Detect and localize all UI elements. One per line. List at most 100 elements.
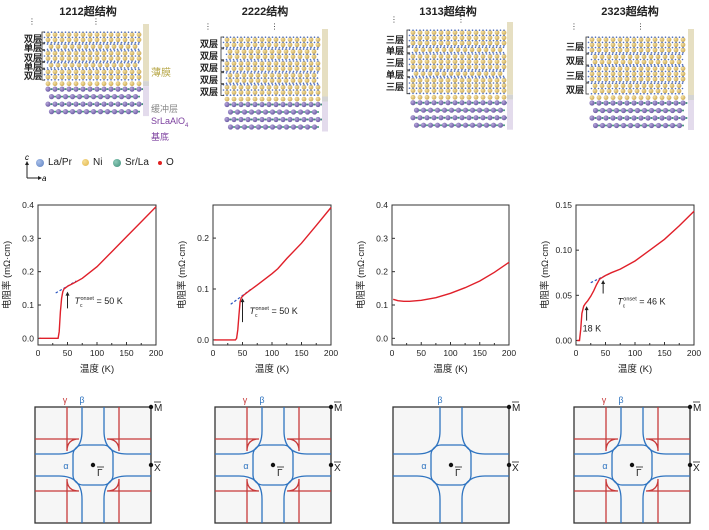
layer-bracket xyxy=(220,84,224,96)
x-point-label: X xyxy=(334,463,341,474)
arrow-head-icon xyxy=(240,298,245,303)
x-point-icon xyxy=(687,462,693,468)
x-tick-label: 150 xyxy=(657,348,671,358)
gamma-band xyxy=(35,478,80,523)
layer-bracket xyxy=(406,77,410,95)
gamma-band xyxy=(574,407,619,452)
fermi-surface-1313: β α M X Γ xyxy=(392,395,520,524)
x-tick-label: 50 xyxy=(63,348,73,358)
beta-label: β xyxy=(437,395,442,405)
layer-label: 单层 xyxy=(24,61,43,72)
layer-bracket xyxy=(220,72,224,84)
m-point-icon xyxy=(328,404,334,410)
ellipsis-icon: ⋮ xyxy=(204,22,212,31)
gamma-band xyxy=(215,407,260,452)
layer-label: 三层 xyxy=(566,41,585,52)
resistivity-curve xyxy=(577,210,695,342)
layer-bracket xyxy=(41,68,45,81)
tc-onset-label: Tconset = 50 K xyxy=(75,296,123,309)
m-point-icon xyxy=(506,404,512,410)
x-tick-label: 100 xyxy=(90,348,104,358)
y-tick-label: 0.2 xyxy=(376,267,388,277)
plot-frame xyxy=(37,204,157,346)
ni-atom-icon xyxy=(82,159,89,166)
layer-label: 单层 xyxy=(24,43,43,54)
film-bar xyxy=(507,22,513,95)
x-point-icon xyxy=(328,462,334,468)
y-tick-label: 0.4 xyxy=(22,200,34,210)
gamma-band xyxy=(286,407,331,452)
x-tick-label: 100 xyxy=(628,348,642,358)
layer-bracket xyxy=(41,43,45,50)
resistivity-charts: 0 50 100 150 200 0.0 0.1 0.2 0.3 0.4 温度 (K) 电阻率 (mΩ… xyxy=(1,200,701,375)
layer-label: 双层 xyxy=(200,86,219,97)
x-tick-label: 100 xyxy=(265,348,279,358)
m-point-icon xyxy=(148,404,154,410)
substrate-bar xyxy=(322,101,328,132)
gamma-point-label: Γ xyxy=(636,468,642,479)
gamma-point-icon xyxy=(270,462,276,468)
x-tick-label: 200 xyxy=(502,348,516,358)
structure-1313超结构: ⋮ ⋮ xyxy=(390,15,513,130)
buffer-bar xyxy=(688,95,694,100)
layer-label: 双层 xyxy=(24,71,43,82)
layer-label: 双层 xyxy=(24,52,43,63)
layer-label: 双层 xyxy=(200,50,219,61)
legend-item-lapr: La/Pr xyxy=(36,157,72,168)
buffer-bar xyxy=(322,96,328,102)
srla-atom-icon xyxy=(113,158,121,167)
structure-2222结构: ⋮ ⋮ xyxy=(204,22,328,132)
layer-bracket xyxy=(585,65,589,83)
x-point-icon xyxy=(506,462,512,468)
x-tick-label: 50 xyxy=(601,348,611,358)
gamma-point-label: Γ xyxy=(97,468,103,479)
legend-item-ni: Ni xyxy=(82,157,102,168)
gamma-band xyxy=(574,478,619,523)
axis-c-label: c xyxy=(25,153,29,162)
x-tick-label: 100 xyxy=(443,348,457,358)
layer-label: 双层 xyxy=(200,62,219,73)
x-tick-label: 0 xyxy=(211,348,216,358)
x-tick-label: 50 xyxy=(238,348,248,358)
annotation-label: 18 K xyxy=(583,324,602,334)
x-tick-label: 50 xyxy=(417,348,427,358)
structure-title-1212: 1212超结构 xyxy=(59,6,117,18)
fermi-surface-diagrams: γ β α M X Γγ β α M X Γβ α M X Γγ β α M X Γ xyxy=(34,395,701,524)
y-tick-label: 0.3 xyxy=(22,233,34,243)
chart-1212: 0 50 100 150 200 0.0 0.1 0.2 0.3 0.4 温度 (K) 电阻率 (mΩ… xyxy=(1,200,163,375)
m-point-label: M xyxy=(154,403,162,414)
x-tick-label: 0 xyxy=(390,348,395,358)
m-point-label: M xyxy=(512,403,520,414)
layer-bracket xyxy=(585,36,589,54)
y-tick-label: 0.0 xyxy=(22,333,34,343)
x-tick-label: 200 xyxy=(149,348,163,358)
structure-title-1313: 1313超结构 xyxy=(419,6,477,18)
y-axis-label: 电阻率 (mΩ·cm) xyxy=(176,241,188,309)
ellipsis-icon: ⋮ xyxy=(637,22,645,31)
gamma-point-label: Γ xyxy=(455,468,461,479)
lapr-atom-icon xyxy=(36,158,44,167)
layer-label: 双层 xyxy=(200,38,219,49)
alpha-band xyxy=(72,444,114,486)
x-tick-label: 150 xyxy=(473,348,487,358)
x-axis-label: 温度 (K) xyxy=(255,363,289,375)
alpha-label: α xyxy=(602,461,607,471)
film-label: 薄膜 xyxy=(151,68,171,79)
structure-title-2222: 2222结构 xyxy=(241,6,289,18)
buffer-bar xyxy=(143,81,149,87)
ellipsis-icon: ⋮ xyxy=(390,15,398,24)
substrate-bar xyxy=(143,86,149,117)
x-tick-label: 150 xyxy=(294,348,308,358)
x-tick-label: 200 xyxy=(324,348,338,358)
y-axis-label: 电阻率 (mΩ·cm) xyxy=(355,241,367,309)
arrow-head-icon xyxy=(65,291,70,296)
x-point-icon xyxy=(148,462,154,468)
structure-canvas: ⋮ ⋮⋮ ⋮⋮ ⋮⋮ ⋮ xyxy=(28,15,694,132)
y-tick-label: 0.2 xyxy=(197,233,209,243)
axes-indicator: c a xyxy=(24,152,47,183)
buffer-bar xyxy=(507,94,513,100)
fermi-surface-1212: γ β α M X Γ xyxy=(34,395,162,524)
y-axis-label: 电阻率 (mΩ·cm) xyxy=(539,241,551,309)
y-tick-label: 0.4 xyxy=(376,200,388,210)
layer-label: 双层 xyxy=(200,74,219,85)
